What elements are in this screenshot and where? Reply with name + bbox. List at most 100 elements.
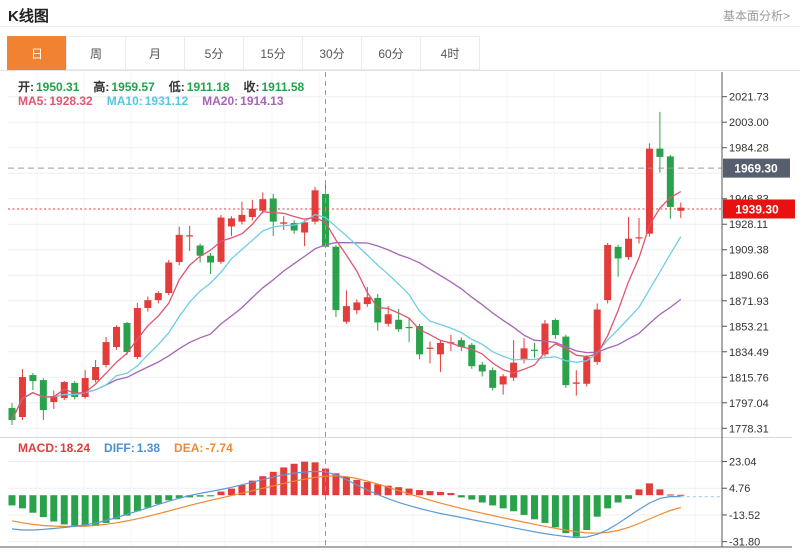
tab-period-1[interactable]: 周 bbox=[66, 36, 126, 70]
candle-body-up bbox=[280, 222, 288, 224]
tab-period-3[interactable]: 5分 bbox=[184, 36, 244, 70]
ma10-line bbox=[11, 213, 682, 421]
macd-hist-bar bbox=[332, 473, 340, 496]
candle-body-up bbox=[625, 238, 633, 258]
macd-hist-bar bbox=[227, 488, 235, 496]
price-axis-label: 1871.93 bbox=[729, 296, 769, 308]
macd-hist-bar bbox=[551, 495, 559, 528]
candle-body-up bbox=[102, 342, 110, 365]
dea-line bbox=[11, 475, 681, 534]
candle-body-up bbox=[583, 357, 591, 384]
candle-body-down bbox=[29, 375, 37, 382]
macd-hist-bar bbox=[666, 494, 674, 496]
macd-hist-bar bbox=[510, 495, 518, 512]
candle-body-up bbox=[227, 218, 235, 227]
candle-body-up bbox=[520, 348, 528, 361]
macd-hist-bar bbox=[29, 495, 37, 513]
info-item: 收: 1911.58 bbox=[243, 80, 305, 94]
candle-body-down bbox=[666, 156, 674, 207]
macd-hist-bar bbox=[499, 495, 507, 509]
macd-hist-bar bbox=[154, 495, 162, 504]
candle-body-down bbox=[395, 319, 403, 330]
candle-body-down bbox=[551, 320, 559, 335]
candle-body-down bbox=[196, 245, 204, 256]
macd-hist-bar bbox=[50, 495, 58, 522]
candle-body-up bbox=[635, 237, 643, 239]
price-axis-label: 1909.38 bbox=[729, 245, 769, 257]
candle-body-down bbox=[656, 148, 664, 157]
tab-period-6[interactable]: 60分 bbox=[361, 36, 421, 70]
candle-body-up bbox=[81, 378, 89, 397]
candle-body-up bbox=[645, 148, 653, 234]
candle-body-up bbox=[353, 302, 361, 311]
candle-body-down bbox=[478, 364, 486, 372]
macd-hist-bar bbox=[353, 479, 361, 496]
macd-hist-bar bbox=[426, 491, 434, 496]
candle-body-up bbox=[363, 297, 371, 305]
crosshair-price-box bbox=[723, 158, 790, 178]
candle-body-up bbox=[510, 362, 518, 378]
candle-body-down bbox=[71, 382, 79, 397]
candle-body-down bbox=[123, 323, 131, 353]
macd-info-row: MACD: 18.24 DIFF: 1.38 DEA: -7.74 bbox=[18, 441, 247, 455]
tab-period-4[interactable]: 15分 bbox=[243, 36, 303, 70]
macd-hist-bar bbox=[92, 495, 100, 526]
candle-body-up bbox=[154, 293, 162, 301]
candle-body-down bbox=[8, 408, 16, 421]
info-item: MA20: 1914.13 bbox=[202, 94, 284, 108]
tabbar-underline bbox=[0, 70, 800, 71]
macd-hist-bar bbox=[81, 495, 89, 527]
macd-hist-bar bbox=[416, 490, 424, 496]
candle-body-up bbox=[342, 306, 350, 322]
candle-body-up bbox=[18, 377, 26, 418]
price-axis-label: 1778.31 bbox=[729, 423, 769, 435]
ma-info-row: MA5: 1928.32 MA10: 1931.12 MA20: 1914.13 bbox=[18, 94, 298, 108]
candle-body-down bbox=[416, 326, 424, 355]
candle-body-up bbox=[133, 308, 141, 358]
macd-hist-bar bbox=[572, 495, 580, 537]
macd-hist-bar bbox=[175, 495, 183, 499]
candle-body-up bbox=[165, 262, 173, 294]
macd-hist-bar bbox=[311, 462, 319, 496]
current-price-label: 1939.30 bbox=[735, 202, 779, 216]
tab-period-5[interactable]: 30分 bbox=[302, 36, 362, 70]
macd-hist-bar bbox=[290, 463, 298, 496]
candle-body-down bbox=[374, 297, 382, 323]
macd-hist-bar bbox=[207, 495, 215, 497]
macd-hist-bar bbox=[60, 495, 68, 525]
macd-hist-bar bbox=[436, 491, 444, 496]
macd-hist-bar bbox=[248, 480, 256, 496]
macd-axis-label: 23.04 bbox=[729, 457, 757, 469]
macd-hist-bar bbox=[645, 483, 653, 496]
tab-period-2[interactable]: 月 bbox=[125, 36, 185, 70]
tab-period-0[interactable]: 日 bbox=[7, 36, 67, 70]
candle-body-up bbox=[311, 190, 319, 222]
macd-axis-label: -31.80 bbox=[729, 537, 760, 549]
macd-hist-bar bbox=[18, 495, 26, 509]
candle-body-down bbox=[468, 344, 476, 367]
macd-hist-bar bbox=[478, 495, 486, 503]
candle-body-up bbox=[436, 342, 444, 355]
candle-body-down bbox=[457, 340, 465, 347]
candle-body-up bbox=[593, 309, 601, 362]
macd-hist-bar bbox=[593, 495, 601, 517]
current-price-box bbox=[723, 199, 795, 219]
macd-hist-bar bbox=[520, 495, 528, 515]
candle-body-up bbox=[301, 222, 309, 233]
macd-hist-bar bbox=[133, 495, 141, 512]
macd-hist-bar bbox=[259, 476, 267, 496]
candle-body-up bbox=[238, 214, 246, 222]
candle-body-down bbox=[332, 246, 340, 311]
tab-period-7[interactable]: 4时 bbox=[420, 36, 480, 70]
price-axis-label: 2003.00 bbox=[729, 117, 769, 129]
candle-body-down bbox=[290, 223, 298, 231]
fundamental-analysis-link[interactable]: 基本面分析> bbox=[722, 9, 790, 23]
macd-hist-bar bbox=[123, 495, 131, 516]
ma5-line bbox=[11, 190, 682, 421]
candle-body-up bbox=[259, 199, 267, 211]
macd-hist-bar bbox=[625, 495, 633, 499]
candle-body-down bbox=[405, 326, 413, 329]
price-axis-label: 1834.49 bbox=[729, 347, 769, 359]
candle-body-up bbox=[92, 367, 100, 381]
